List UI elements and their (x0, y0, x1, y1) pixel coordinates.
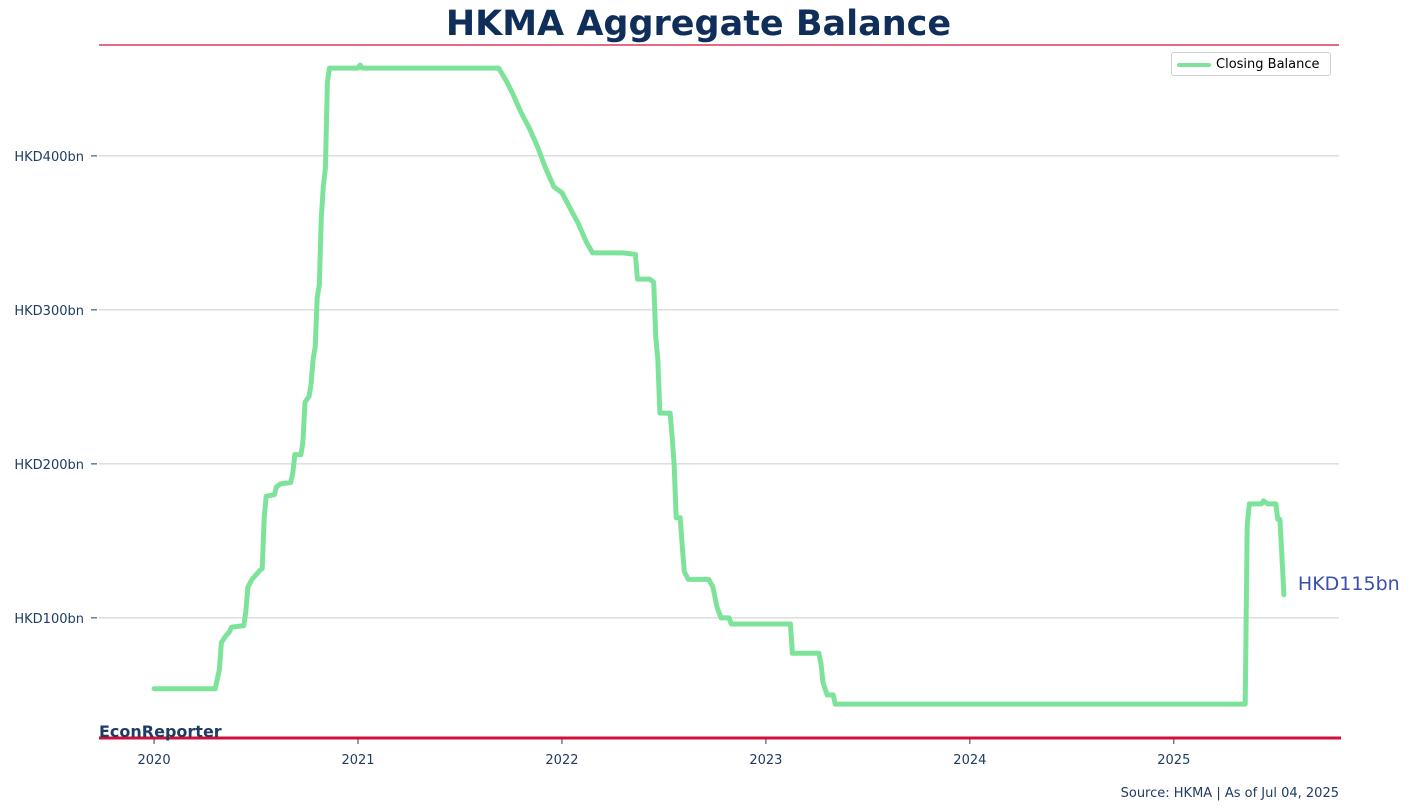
x-tick-label-2025: 2025 (1157, 753, 1190, 768)
series-line-0 (151, 62, 1287, 707)
y-tick-label-400: HKD400bn (14, 150, 84, 165)
grid-lines (99, 155, 1339, 619)
legend-swatch (1177, 63, 1211, 67)
y-axis-ticks: HKD100bn HKD200bn HKD300bn HKD400bn (14, 150, 97, 627)
brand-label: EconReporter (99, 722, 222, 741)
x-tick-label-2023: 2023 (749, 753, 782, 768)
x-tick-label-2024: 2024 (953, 753, 986, 768)
x-tick-label-2022: 2022 (545, 753, 578, 768)
x-tick-label-2020: 2020 (138, 753, 171, 768)
y-tick-label-100: HKD100bn (14, 612, 84, 627)
source-note: Source: HKMA | As of Jul 04, 2025 (1121, 786, 1339, 801)
x-axis-ticks: 2020 2021 2022 2023 2024 2025 (138, 738, 1190, 768)
series-end-label: HKD115bn (1298, 573, 1400, 595)
y-tick-label-200: HKD200bn (14, 458, 84, 473)
x-tick-label-2021: 2021 (341, 753, 374, 768)
legend-label: Closing Balance (1216, 57, 1320, 72)
legend: Closing Balance (1171, 52, 1331, 76)
y-tick-label-300: HKD300bn (14, 304, 84, 319)
series-layer (151, 62, 1287, 707)
chart-title: HKMA Aggregate Balance (445, 4, 952, 44)
